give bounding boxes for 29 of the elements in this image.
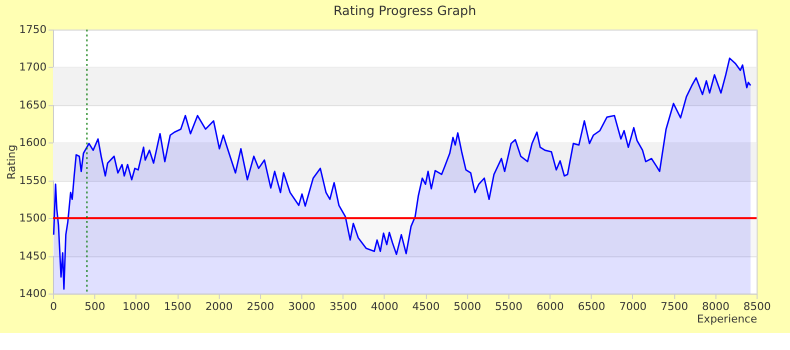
x-tick-label: 1500	[164, 300, 192, 313]
x-tick-label: 1000	[122, 300, 150, 313]
y-tick-label: 1600	[19, 136, 47, 150]
x-tick-label: 3500	[330, 300, 358, 313]
x-tick-label: 2500	[246, 300, 274, 313]
x-tick-label: 7000	[619, 300, 647, 313]
x-tick-label: 7500	[660, 300, 688, 313]
x-tick-label: 3000	[288, 300, 316, 313]
chart-title: Rating Progress Graph	[333, 4, 476, 19]
y-tick-label: 1750	[19, 23, 47, 36]
x-tick-label: 5500	[495, 300, 523, 313]
y-axis-title: Rating	[5, 144, 18, 180]
y-tick-label: 1650	[19, 98, 47, 112]
x-tick-label: 6000	[536, 300, 564, 313]
y-tick-label: 1400	[19, 287, 47, 300]
y-tick-label: 1450	[19, 249, 47, 262]
x-tick-label: 8500	[743, 300, 771, 313]
x-tick-label: 2000	[205, 300, 233, 313]
x-tick-label: 500	[84, 300, 106, 313]
x-tick-label: 4500	[412, 300, 440, 313]
x-tick-label: 5000	[454, 300, 482, 313]
y-tick-label: 1700	[19, 60, 47, 74]
y-tick-label: 1500	[19, 212, 47, 225]
x-tick-label: 6500	[578, 300, 606, 313]
y-tick-label: 1550	[19, 174, 47, 187]
x-axis-title: Experience	[697, 312, 758, 326]
x-tick-label: 4000	[370, 300, 398, 313]
x-tick-label: 8000	[702, 300, 730, 313]
x-tick-label: 0	[50, 300, 58, 313]
